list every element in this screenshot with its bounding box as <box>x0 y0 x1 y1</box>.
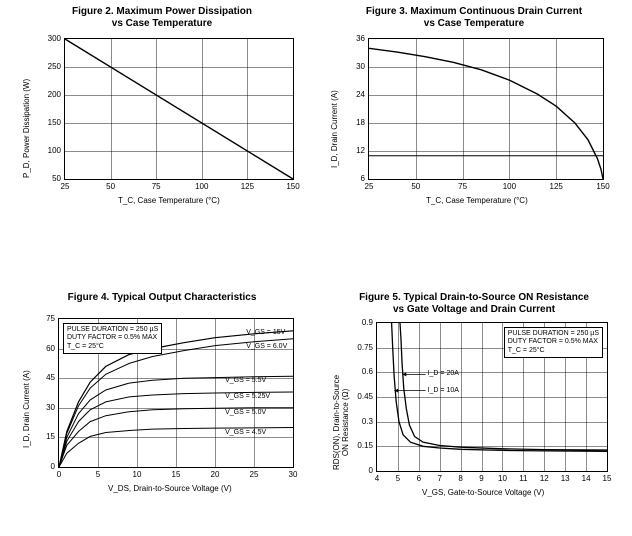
curve-label: I_D = 10A <box>428 387 459 395</box>
ytick: 45 <box>29 373 55 382</box>
ytick: 0 <box>347 466 373 475</box>
xtick: 75 <box>455 182 471 191</box>
ytick: 30 <box>339 62 365 71</box>
ytick: 200 <box>35 90 61 99</box>
curve-label: V_GS = 6.0V <box>246 343 287 351</box>
xtick: 8 <box>453 474 469 483</box>
ytick: 150 <box>35 118 61 127</box>
xtick: 50 <box>103 182 119 191</box>
figure-5: Figure 5. Typical Drain-to-Source ON Res… <box>326 292 622 500</box>
curve-label: V_GS = 5.0V <box>225 409 266 417</box>
xtick: 50 <box>408 182 424 191</box>
ytick: 100 <box>35 146 61 155</box>
figure-3-xlabel: T_C, Case Temperature (°C) <box>426 196 528 205</box>
xtick: 5 <box>390 474 406 483</box>
xtick: 25 <box>57 182 73 191</box>
xtick: 150 <box>595 182 611 191</box>
xtick: 15 <box>168 470 184 479</box>
xtick: 0 <box>51 470 67 479</box>
ytick: 0.6 <box>347 367 373 376</box>
ytick: 24 <box>339 90 365 99</box>
xtick: 6 <box>411 474 427 483</box>
conditions-box: PULSE DURATION = 250 µSDUTY FACTOR = 0.5… <box>63 323 162 354</box>
page: Figure 2. Maximum Power Dissipationvs Ca… <box>0 0 632 536</box>
figure-3-title: Figure 3. Maximum Continuous Drain Curre… <box>326 6 622 30</box>
curve-label: V_GS = 15V <box>246 329 285 337</box>
xtick: 25 <box>246 470 262 479</box>
xtick: 4 <box>369 474 385 483</box>
figure-4-plot: 05101520253001530456075PULSE DURATION = … <box>58 318 294 468</box>
ytick: 50 <box>35 174 61 183</box>
ytick: 0.3 <box>347 417 373 426</box>
figure-5-plot: 45678910111213141500.150.30.450.60.750.9… <box>376 322 608 472</box>
ytick: 0.9 <box>347 318 373 327</box>
ytick: 0.15 <box>347 441 373 450</box>
figure-3-ylabel: I_D, Drain Current (A) <box>330 90 339 168</box>
ytick: 0.75 <box>347 343 373 352</box>
xtick: 100 <box>501 182 517 191</box>
figure-2-title: Figure 2. Maximum Power Dissipationvs Ca… <box>18 6 306 30</box>
ytick: 30 <box>29 403 55 412</box>
chart-series <box>65 39 293 179</box>
figure-3-plot: 25507510012515061218243036 <box>368 38 604 180</box>
xtick: 25 <box>361 182 377 191</box>
ytick: 6 <box>339 174 365 183</box>
curve-label: I_D = 20A <box>428 370 459 378</box>
series-vgs55 <box>59 376 293 467</box>
figure-2-xlabel: T_C, Case Temperature (°C) <box>118 196 220 205</box>
ytick: 15 <box>29 432 55 441</box>
xtick: 100 <box>194 182 210 191</box>
curve-label: V_GS = 5.25V <box>225 393 270 401</box>
ytick: 36 <box>339 34 365 43</box>
xtick: 30 <box>285 470 301 479</box>
xtick: 11 <box>515 474 531 483</box>
figure-4-xlabel: V_DS, Drain-to-Source Voltage (V) <box>108 484 232 493</box>
series-id_max <box>369 48 603 179</box>
figure-4: Figure 4. Typical Output Characteristics… <box>18 292 306 496</box>
ytick: 60 <box>29 344 55 353</box>
ytick: 18 <box>339 118 365 127</box>
figure-4-title: Figure 4. Typical Output Characteristics <box>18 292 306 304</box>
xtick: 12 <box>536 474 552 483</box>
conditions-box: PULSE DURATION = 250 µSDUTY FACTOR = 0.5… <box>504 327 603 358</box>
curve-label: V_GS = 4.5V <box>225 429 266 437</box>
xtick: 20 <box>207 470 223 479</box>
xtick: 14 <box>578 474 594 483</box>
xtick: 7 <box>432 474 448 483</box>
xtick: 125 <box>548 182 564 191</box>
xtick: 13 <box>557 474 573 483</box>
series-pd <box>65 39 293 179</box>
xtick: 125 <box>239 182 255 191</box>
figure-2-ylabel: P_D, Power Dissipation (W) <box>22 79 31 178</box>
ytick: 0 <box>29 462 55 471</box>
ytick: 12 <box>339 146 365 155</box>
figure-3: Figure 3. Maximum Continuous Drain Curre… <box>326 6 622 208</box>
xtick: 75 <box>148 182 164 191</box>
series-vgs60 <box>59 339 293 467</box>
xtick: 10 <box>129 470 145 479</box>
xtick: 15 <box>599 474 615 483</box>
chart-series <box>369 39 603 179</box>
ytick: 75 <box>29 314 55 323</box>
figure-2: Figure 2. Maximum Power Dissipationvs Ca… <box>18 6 306 208</box>
figure-5-title: Figure 5. Typical Drain-to-Source ON Res… <box>326 292 622 316</box>
xtick: 10 <box>494 474 510 483</box>
ytick: 250 <box>35 62 61 71</box>
xtick: 9 <box>474 474 490 483</box>
xtick: 5 <box>90 470 106 479</box>
ytick: 0.45 <box>347 392 373 401</box>
figure-2-plot: 25507510012515050100150200250300 <box>64 38 294 180</box>
curve-label: V_GS = 5.5V <box>225 377 266 385</box>
ytick: 300 <box>35 34 61 43</box>
xtick: 150 <box>285 182 301 191</box>
figure-5-xlabel: V_GS, Gate-to-Source Voltage (V) <box>422 488 544 497</box>
